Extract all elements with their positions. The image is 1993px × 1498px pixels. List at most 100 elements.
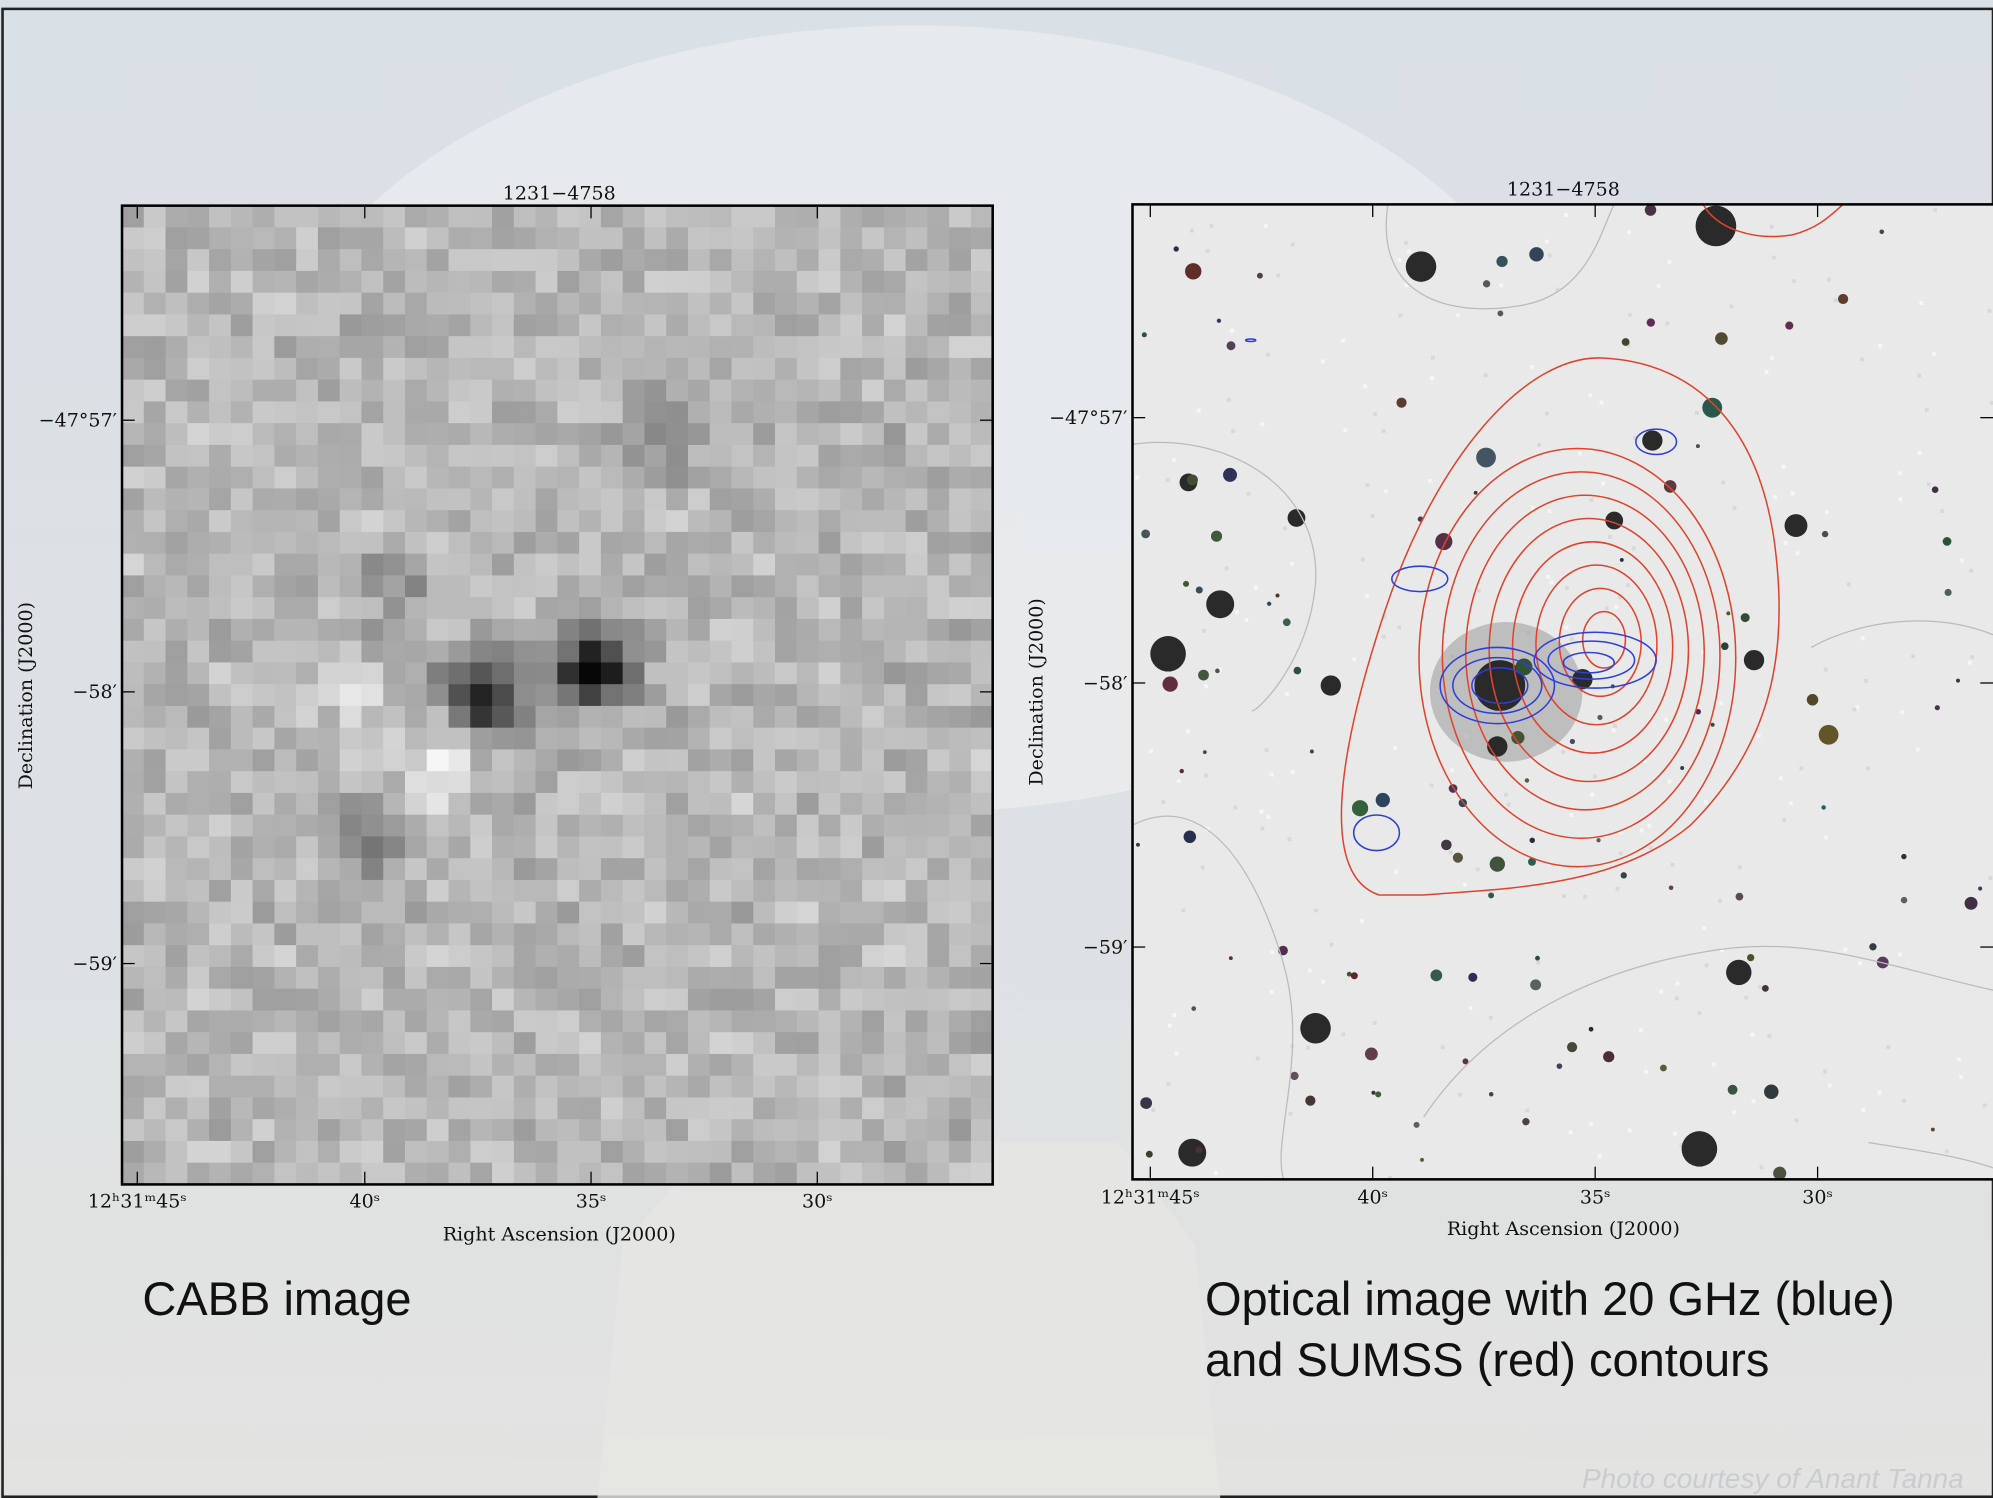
noise (1570, 813, 1574, 817)
pixel (253, 206, 276, 229)
pixel (449, 532, 472, 555)
pixel (949, 1032, 972, 1055)
pixel (514, 206, 537, 229)
pixel (296, 249, 319, 272)
pixel (688, 989, 711, 1012)
pixel (666, 641, 689, 664)
pixel (884, 271, 907, 294)
pixel (884, 554, 907, 577)
pixel (514, 1010, 537, 1033)
pixel (753, 597, 776, 620)
pixel (514, 271, 537, 294)
pixel (340, 815, 363, 838)
pixel (449, 728, 472, 751)
pixel (361, 336, 384, 359)
pixel (797, 575, 820, 598)
pixel (862, 641, 885, 664)
pixel (797, 467, 820, 490)
noise (1792, 279, 1796, 283)
pixel (666, 597, 689, 620)
pixel (514, 662, 537, 685)
noise (1230, 329, 1234, 333)
star (1191, 1006, 1196, 1011)
pixel (318, 858, 341, 881)
pixel (688, 1054, 711, 1077)
pixel (536, 271, 559, 294)
pixel (296, 858, 319, 881)
pixel (666, 206, 689, 229)
noise (1561, 750, 1565, 754)
pixel (623, 423, 646, 446)
pixel (231, 1076, 254, 1099)
pixel (753, 206, 776, 229)
pixel (644, 1119, 667, 1142)
pixel (949, 684, 972, 707)
noise (1759, 985, 1763, 989)
noise (1477, 589, 1481, 593)
pixel (884, 445, 907, 468)
pixel (427, 1097, 450, 1120)
noise (1256, 1057, 1260, 1061)
pixel (296, 619, 319, 642)
pixel (340, 1054, 363, 1077)
pixel (623, 902, 646, 925)
pixel (253, 902, 276, 925)
pixel (492, 380, 515, 403)
noise (1626, 583, 1630, 587)
pixel (296, 206, 319, 229)
pixel (449, 488, 472, 511)
star (1956, 679, 1960, 683)
pixel (644, 293, 667, 316)
pixel (514, 314, 537, 337)
noise (1825, 510, 1829, 514)
pixel (840, 771, 863, 794)
pixel (819, 1141, 842, 1164)
pixel (710, 684, 733, 707)
pixel (775, 641, 798, 664)
noise (1365, 594, 1369, 598)
pixel (862, 206, 885, 229)
pixel (753, 945, 776, 968)
pixel (166, 1010, 189, 1033)
pixel (644, 597, 667, 620)
pixel (884, 314, 907, 337)
noise (1393, 746, 1397, 750)
pixel (536, 575, 559, 598)
pixel (840, 206, 863, 229)
pixel (209, 815, 232, 838)
pixel (296, 532, 319, 555)
pixel (579, 641, 602, 664)
pixel (840, 532, 863, 555)
pixel (731, 1097, 754, 1120)
pixel (536, 532, 559, 555)
pixel (797, 706, 820, 729)
star (1932, 486, 1939, 493)
pixel (253, 532, 276, 555)
pixel (253, 1032, 276, 1055)
pixel (971, 858, 994, 881)
noise (1306, 1046, 1310, 1050)
pixel (449, 380, 472, 403)
pixel (557, 902, 580, 925)
pixel (253, 749, 276, 772)
star (1276, 594, 1280, 598)
pixel (623, 227, 646, 250)
star (1682, 1131, 1718, 1167)
pixel (536, 597, 559, 620)
pixel (688, 227, 711, 250)
pixel (209, 380, 232, 403)
noise (1932, 352, 1936, 356)
pixel (601, 358, 624, 381)
pixel (623, 293, 646, 316)
noise (1676, 982, 1680, 986)
noise (1525, 1109, 1529, 1113)
pixel (340, 880, 363, 903)
pixel (797, 1097, 820, 1120)
pixel (927, 293, 950, 316)
star (1183, 581, 1189, 587)
star (1647, 318, 1655, 326)
pixel (514, 749, 537, 772)
pixel (906, 380, 929, 403)
pixel (688, 641, 711, 664)
star (1945, 589, 1952, 596)
